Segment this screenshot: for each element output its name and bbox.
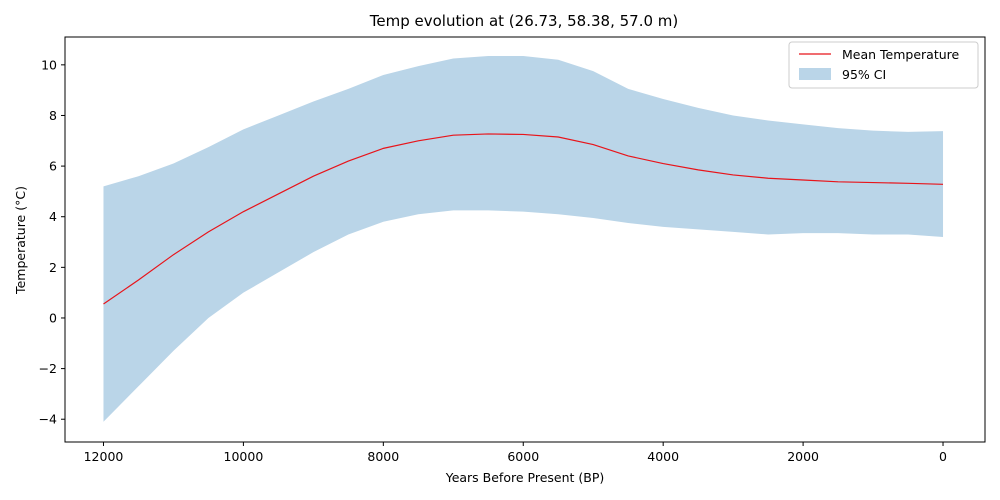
mean-temperature-line <box>103 133 944 305</box>
x-tick-label: 0 <box>939 449 947 464</box>
y-tick-label: −2 <box>39 361 57 376</box>
y-tick-label: 4 <box>49 209 57 224</box>
legend-label-mean: Mean Temperature <box>842 47 960 62</box>
x-tick-label: 8000 <box>367 449 399 464</box>
x-axis-label: Years Before Present (BP) <box>445 470 605 485</box>
legend-label-ci: 95% CI <box>842 67 886 82</box>
y-tick-label: 0 <box>49 310 57 325</box>
legend-swatch-ci <box>799 68 831 80</box>
plot-area <box>103 55 944 422</box>
x-axis: 12000 10000 8000 6000 4000 2000 0 <box>84 442 947 464</box>
legend: Mean Temperature 95% CI <box>788 41 979 89</box>
y-tick-label: 2 <box>49 260 57 275</box>
y-tick-label: −4 <box>39 412 57 427</box>
legend-box <box>788 41 979 89</box>
y-axis: −4 −2 0 2 4 6 8 10 <box>39 57 65 427</box>
y-tick-label: 10 <box>41 57 57 72</box>
chart-title: Temp evolution at (26.73, 58.38, 57.0 m) <box>369 12 678 30</box>
y-tick-label: 6 <box>49 159 57 174</box>
x-tick-label: 4000 <box>647 449 679 464</box>
x-tick-label: 2000 <box>787 449 819 464</box>
x-tick-label: 12000 <box>84 449 124 464</box>
plot-frame <box>64 36 986 443</box>
y-tick-label: 8 <box>49 108 57 123</box>
y-axis-label: Temperature (°C) <box>13 186 28 295</box>
x-tick-label: 6000 <box>507 449 539 464</box>
ci-band <box>103 55 944 422</box>
x-tick-label: 10000 <box>224 449 264 464</box>
